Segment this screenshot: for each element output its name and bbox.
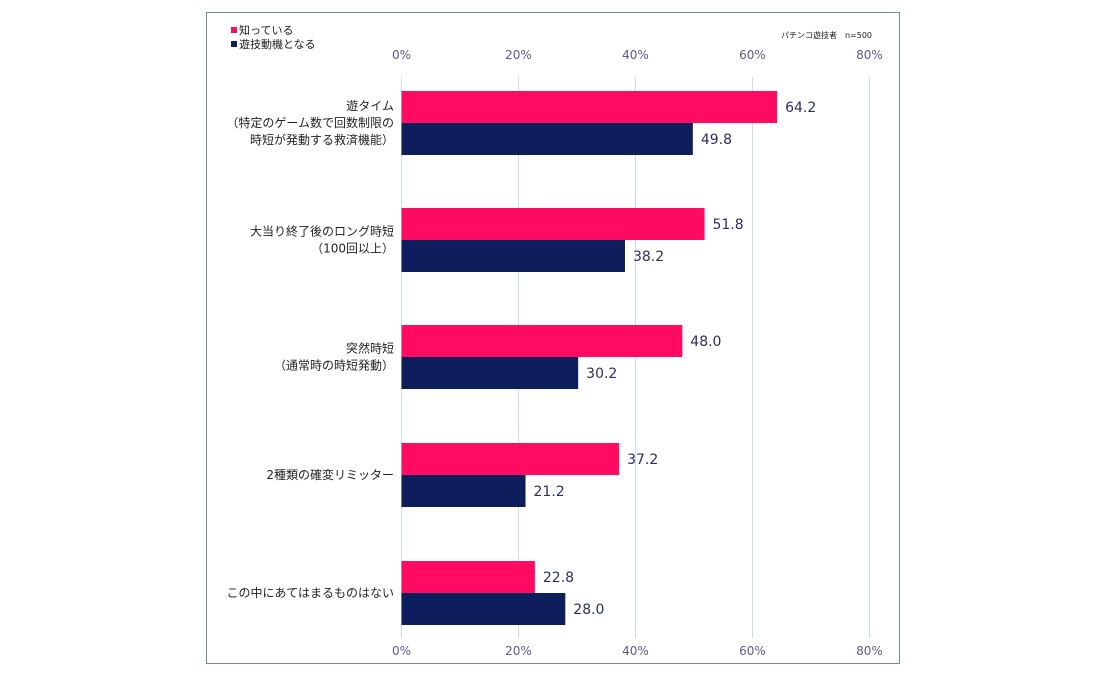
- x-tick-bottom-60: 60%: [739, 644, 766, 658]
- category-label-3-0: 2種類の確変リミッター: [266, 467, 394, 482]
- bar-motive-0: [401, 123, 693, 155]
- category-label-0-2: 時短が発動する救済機能）: [250, 132, 394, 147]
- value-label-0-3: 37.2: [627, 452, 658, 468]
- x-tick-bottom-0: 0%: [392, 644, 411, 658]
- value-label-0-4: 22.8: [543, 570, 574, 586]
- value-label-0-1: 51.8: [713, 217, 744, 233]
- value-label-1-2: 30.2: [586, 366, 617, 382]
- bar-know-2: [401, 325, 683, 357]
- bar-motive-2: [401, 357, 579, 389]
- value-label-1-0: 49.8: [701, 132, 732, 148]
- chart-frame: 0% 0% 20% 20% 40% 40% 60% 60% 80% 80% 64.2 51.8 48.0…: [206, 12, 900, 664]
- x-tick-top-60: 60%: [739, 48, 766, 62]
- bar-know-1: [401, 208, 705, 240]
- category-label-1-1: （100回以上）: [311, 242, 394, 256]
- bar-chart: 0% 0% 20% 20% 40% 40% 60% 60% 80% 80% 64.2 51.8 48.0…: [226, 23, 882, 658]
- x-tick-top-80: 80%: [856, 48, 883, 62]
- category-label-4-0: この中にあてはまるものはない: [226, 585, 394, 600]
- bar-motive-3: [401, 475, 526, 507]
- bar-know-4: [401, 561, 535, 593]
- labels: 0% 0% 20% 20% 40% 40% 60% 60% 80% 80% 64.2 51.8 48.0…: [226, 48, 882, 658]
- x-tick-top-0: 0%: [392, 48, 411, 62]
- category-label-1-0: 大当り終了後のロング時短: [250, 224, 394, 239]
- x-tick-bottom-40: 40%: [622, 644, 649, 658]
- value-label-0-0: 64.2: [785, 100, 816, 116]
- legend-swatch-0: [231, 27, 237, 33]
- value-label-0-2: 48.0: [690, 334, 721, 350]
- x-tick-top-40: 40%: [622, 48, 649, 62]
- category-label-0-0: 遊タイム: [346, 98, 394, 113]
- category-label-0-1: （特定のゲーム数で回数制限の: [226, 115, 394, 130]
- bar-know-0: [401, 91, 778, 123]
- bar-motive-1: [401, 240, 625, 272]
- bar-motive-4: [401, 593, 566, 625]
- legend-label-1: 遊技動機となる: [239, 37, 316, 51]
- bars: [401, 91, 778, 625]
- category-label-2-1: （通常時の時短発動）: [274, 359, 394, 373]
- value-label-1-4: 28.0: [573, 602, 604, 618]
- x-tick-bottom-80: 80%: [856, 644, 883, 658]
- legend-label-0: 知っている: [239, 23, 293, 37]
- category-label-2-0: 突然時短: [346, 341, 394, 356]
- bar-know-3: [401, 443, 620, 475]
- sample-note: パチンコ遊技者 n=500: [781, 30, 872, 40]
- legend-swatch-1: [231, 41, 237, 47]
- gridlines: [401, 77, 870, 638]
- value-label-1-3: 21.2: [534, 484, 565, 500]
- x-tick-top-20: 20%: [505, 48, 532, 62]
- x-tick-bottom-20: 20%: [505, 644, 532, 658]
- value-label-1-1: 38.2: [633, 249, 664, 265]
